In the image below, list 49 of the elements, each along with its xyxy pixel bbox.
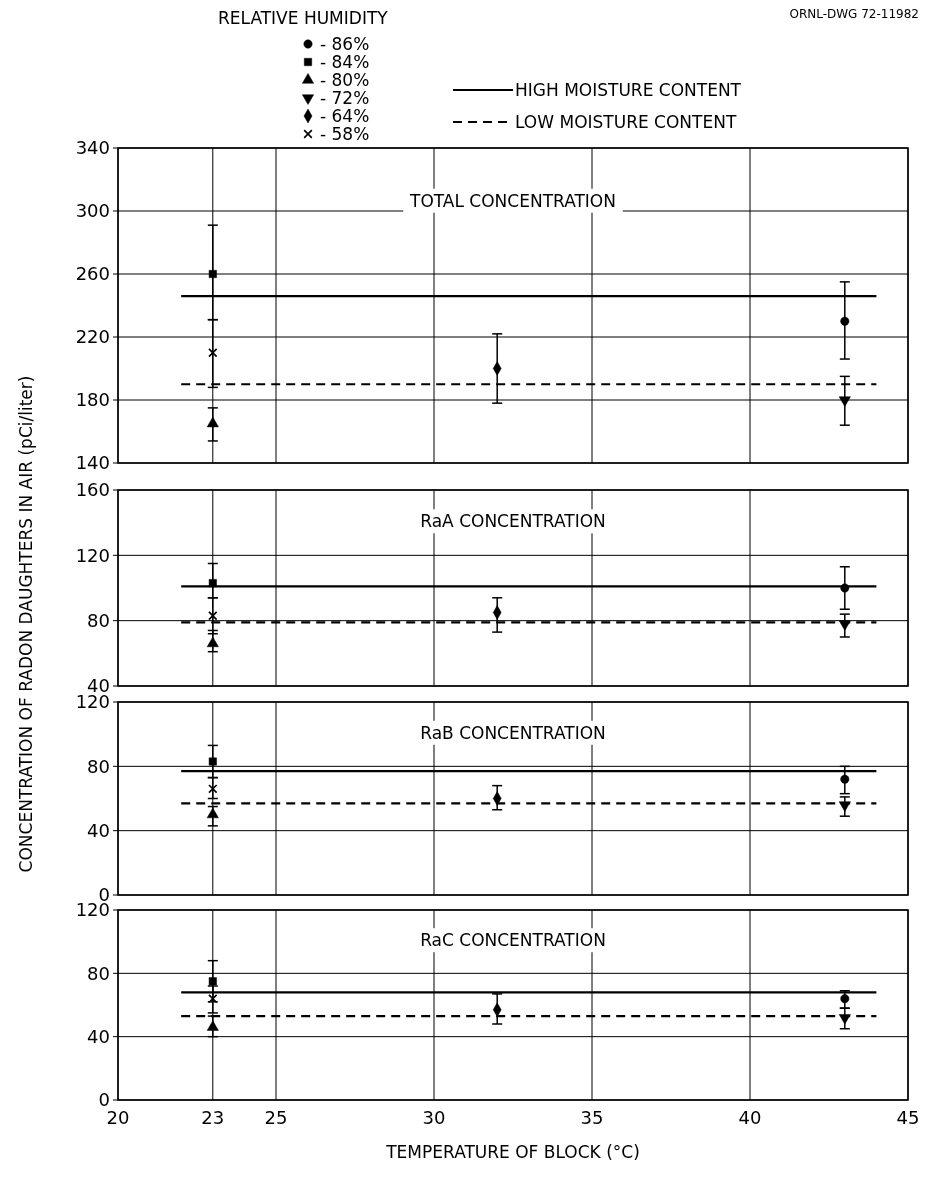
point bbox=[208, 784, 218, 794]
legend-label: - 72% bbox=[320, 87, 370, 108]
point bbox=[208, 757, 217, 766]
y-tick-label: 260 bbox=[75, 263, 110, 285]
y-tick-label: 180 bbox=[75, 389, 110, 411]
y-tick-label: 140 bbox=[75, 452, 110, 474]
point bbox=[840, 583, 850, 593]
y-tick-label: 160 bbox=[75, 479, 110, 501]
legend-label: - 64% bbox=[320, 105, 370, 126]
legend-label: - 86% bbox=[320, 33, 370, 54]
point bbox=[208, 611, 218, 621]
y-tick-label: 120 bbox=[75, 544, 110, 566]
x-tick-label: 40 bbox=[738, 1107, 762, 1128]
legend-label: - 84% bbox=[320, 51, 370, 72]
x-tick-label: 45 bbox=[896, 1107, 920, 1128]
y-tick-label: 80 bbox=[87, 962, 110, 984]
text: RaB CONCENTRATION bbox=[420, 722, 606, 743]
y-tick-label: 300 bbox=[75, 200, 110, 222]
legend-label: - 58% bbox=[320, 123, 370, 144]
point bbox=[840, 774, 850, 784]
point bbox=[838, 396, 851, 407]
legend-title: RELATIVE HUMIDITY bbox=[218, 8, 389, 28]
y-tick-label: 80 bbox=[87, 609, 110, 631]
y-tick-label: 40 bbox=[87, 819, 110, 841]
text: RaA CONCENTRATION bbox=[420, 511, 606, 532]
y-tick-label: 120 bbox=[75, 691, 110, 713]
y-axis-title: CONCENTRATION OF RADON DAUGHTERS IN AIR (pCi/liter) bbox=[16, 375, 36, 873]
y-tick-label: 340 bbox=[75, 137, 110, 159]
x-axis-title: TEMPERATURE OF BLOCK (°C) bbox=[385, 1142, 640, 1162]
text: RaC CONCENTRATION bbox=[420, 930, 606, 951]
y-tick-label: 220 bbox=[75, 326, 110, 348]
point bbox=[206, 807, 219, 819]
legend-label: - 80% bbox=[320, 69, 370, 90]
text: ORNL-DWG 72-11982 bbox=[789, 7, 919, 21]
legend-label: HIGH MOISTURE CONTENT bbox=[515, 79, 742, 100]
text: TOTAL CONCENTRATION bbox=[409, 190, 616, 211]
x-tick-label: 23 bbox=[201, 1107, 225, 1128]
point bbox=[838, 620, 851, 631]
x-tick-label: 25 bbox=[264, 1107, 288, 1128]
y-tick-label: 80 bbox=[87, 755, 110, 777]
point bbox=[206, 416, 219, 428]
point bbox=[838, 801, 851, 812]
point bbox=[208, 270, 217, 278]
y-tick-label: 40 bbox=[87, 1025, 110, 1047]
point bbox=[208, 348, 218, 358]
legend-label: LOW MOISTURE CONTENT bbox=[515, 111, 737, 132]
point bbox=[840, 316, 850, 326]
x-tick-label: 35 bbox=[580, 1107, 604, 1128]
x-tick-label: 30 bbox=[422, 1107, 446, 1128]
